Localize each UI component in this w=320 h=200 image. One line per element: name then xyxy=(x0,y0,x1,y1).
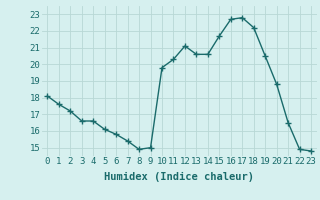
X-axis label: Humidex (Indice chaleur): Humidex (Indice chaleur) xyxy=(104,172,254,182)
